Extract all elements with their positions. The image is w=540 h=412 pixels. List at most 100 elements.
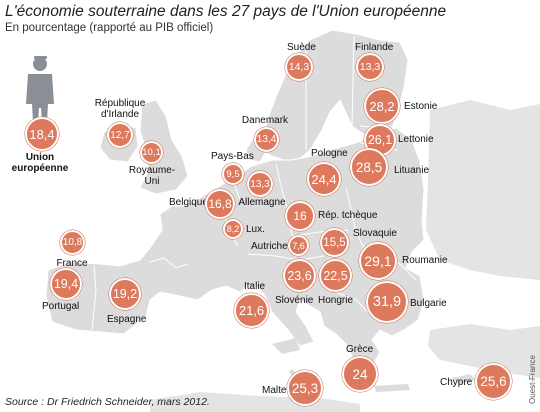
crete-shape <box>374 384 410 392</box>
bubble-value: 9,5 <box>226 168 240 180</box>
bubble-roumanie: 29,1 <box>359 242 397 280</box>
bubble-value: 8,2 <box>226 224 240 234</box>
bubble-luxembourg: 8,2 <box>223 219 243 239</box>
bubble-value: 13,3 <box>250 178 270 190</box>
bubble-value: 12,7 <box>110 129 130 141</box>
bubble-value: 15,5 <box>323 236 346 249</box>
label-roumanie: Roumanie <box>402 255 448 266</box>
bubble-lituanie: 28,5 <box>350 148 388 186</box>
bubble-royaume-uni: 10,1 <box>140 141 163 164</box>
bubble-autriche: 7,6 <box>288 235 309 256</box>
label-france: France <box>56 258 88 269</box>
bubble-belgique: 16,8 <box>205 189 235 219</box>
bubble-suede: 14,3 <box>285 53 313 81</box>
bubble-italie: 21,6 <box>234 293 269 328</box>
credit-note: Ouest-France <box>528 355 537 404</box>
bubble-bulgarie: 31,9 <box>366 281 408 323</box>
label-slovaquie: Slovaquie <box>353 228 397 239</box>
bubble-pays-bas: 9,5 <box>222 163 244 185</box>
bubble-value: 26,1 <box>367 133 393 147</box>
label-portugal: Portugal <box>42 301 80 312</box>
label-malte: Malte <box>262 385 287 396</box>
cyprus-shape <box>452 374 476 384</box>
label-finlande: Finlande <box>355 42 394 53</box>
bubble-france: 10,8 <box>60 230 85 255</box>
bubble-value: 7,6 <box>292 240 305 251</box>
label-hongrie: Hongrie <box>318 295 354 306</box>
label-italie: Italie <box>244 281 266 292</box>
label-danemark: Danemark <box>241 115 289 126</box>
bubble-value: 22,5 <box>323 268 348 283</box>
bubble-value: 18,4 <box>29 126 55 142</box>
bubble-hongrie: 22,5 <box>319 259 352 292</box>
east-land-shape <box>428 324 540 378</box>
bubble-value: 21,6 <box>238 303 265 318</box>
label-irlande-1: République <box>94 98 146 109</box>
bubble-value: 28,2 <box>369 98 395 114</box>
bubble-malte: 25,3 <box>287 370 323 406</box>
bubble-value: 25,3 <box>291 380 319 396</box>
label-pays-bas: Pays-Bas <box>211 151 254 162</box>
label-rep-tcheque: Rép. tchèque <box>318 210 378 221</box>
north-africa-shape <box>150 392 360 412</box>
label-union-europeenne-2: européenne <box>11 163 69 174</box>
label-belgique: Belgique <box>169 197 208 208</box>
label-union-europeenne-1: Union <box>25 152 55 163</box>
label-irlande-2: d'Irlande <box>100 109 140 120</box>
sicily-shape <box>272 338 300 354</box>
bubble-value: 13,4 <box>256 134 277 145</box>
map-title: L'économie souterraine dans les 27 pays … <box>5 3 447 20</box>
label-allemagne: Allemagne <box>238 197 286 208</box>
corsica-shape <box>249 275 255 289</box>
bubble-grece: 24 <box>342 356 378 392</box>
bubble-allemagne: 13,3 <box>247 171 273 197</box>
north-east-land-shape <box>426 100 540 280</box>
bubble-portugal: 19,4 <box>50 268 82 300</box>
label-suede: Suède <box>287 42 316 53</box>
label-espagne: Espagne <box>107 314 147 325</box>
bubble-value: 25,6 <box>480 374 507 389</box>
person-silhouette-icon <box>26 56 54 122</box>
bubble-espagne: 19,2 <box>109 278 141 310</box>
label-estonie: Estonie <box>404 101 438 112</box>
bubble-finlande: 13,3 <box>356 53 384 81</box>
label-royaume-uni-2: Uni <box>144 176 160 187</box>
bubble-pologne: 24,4 <box>307 162 341 196</box>
bubble-rep-tcheque: 16 <box>285 201 315 231</box>
label-chypre: Chypre <box>440 377 473 388</box>
bubble-chypre: 25,6 <box>475 363 512 400</box>
bubble-slovenie: 23,6 <box>283 259 316 292</box>
bubble-value: 16,8 <box>208 197 232 211</box>
label-lettonie: Lettonie <box>398 134 434 145</box>
bubble-value: 24 <box>352 366 368 382</box>
label-slovenie: Slovénie <box>275 295 314 306</box>
label-royaume-uni-1: Royaume- <box>128 165 176 176</box>
label-grece: Grèce <box>346 344 374 355</box>
label-luxembourg: Lux. <box>246 224 265 235</box>
bubble-value: 31,9 <box>372 294 402 310</box>
label-bulgarie: Bulgarie <box>410 298 447 309</box>
bubble-irlande: 12,7 <box>107 122 133 148</box>
bubble-value: 23,6 <box>287 268 312 283</box>
bubble-value: 28,5 <box>355 159 383 175</box>
bubble-estonie: 28,2 <box>364 88 400 124</box>
bubble-union-europeenne: 18,4 <box>25 117 59 151</box>
bubble-value: 14,3 <box>288 61 310 73</box>
bubble-danemark: 13,4 <box>254 127 279 152</box>
label-pologne: Pologne <box>311 148 348 159</box>
bubble-value: 16 <box>293 209 307 223</box>
source-note: Source : Dr Friedrich Schneider, mars 20… <box>5 396 210 408</box>
bubble-value: 10,1 <box>142 147 161 158</box>
bubble-slovaquie: 15,5 <box>320 228 349 257</box>
bubble-value: 19,2 <box>112 287 138 301</box>
bubble-value: 29,1 <box>364 253 392 269</box>
bubble-value: 19,4 <box>53 277 79 291</box>
bubble-value: 13,3 <box>359 61 381 73</box>
bubble-value: 10,8 <box>62 237 83 248</box>
bubble-value: 24,4 <box>311 171 337 187</box>
label-lituanie: Lituanie <box>394 165 430 176</box>
label-autriche: Autriche <box>251 241 288 252</box>
map-subtitle: En pourcentage (rapporté au PIB officiel… <box>5 22 214 34</box>
